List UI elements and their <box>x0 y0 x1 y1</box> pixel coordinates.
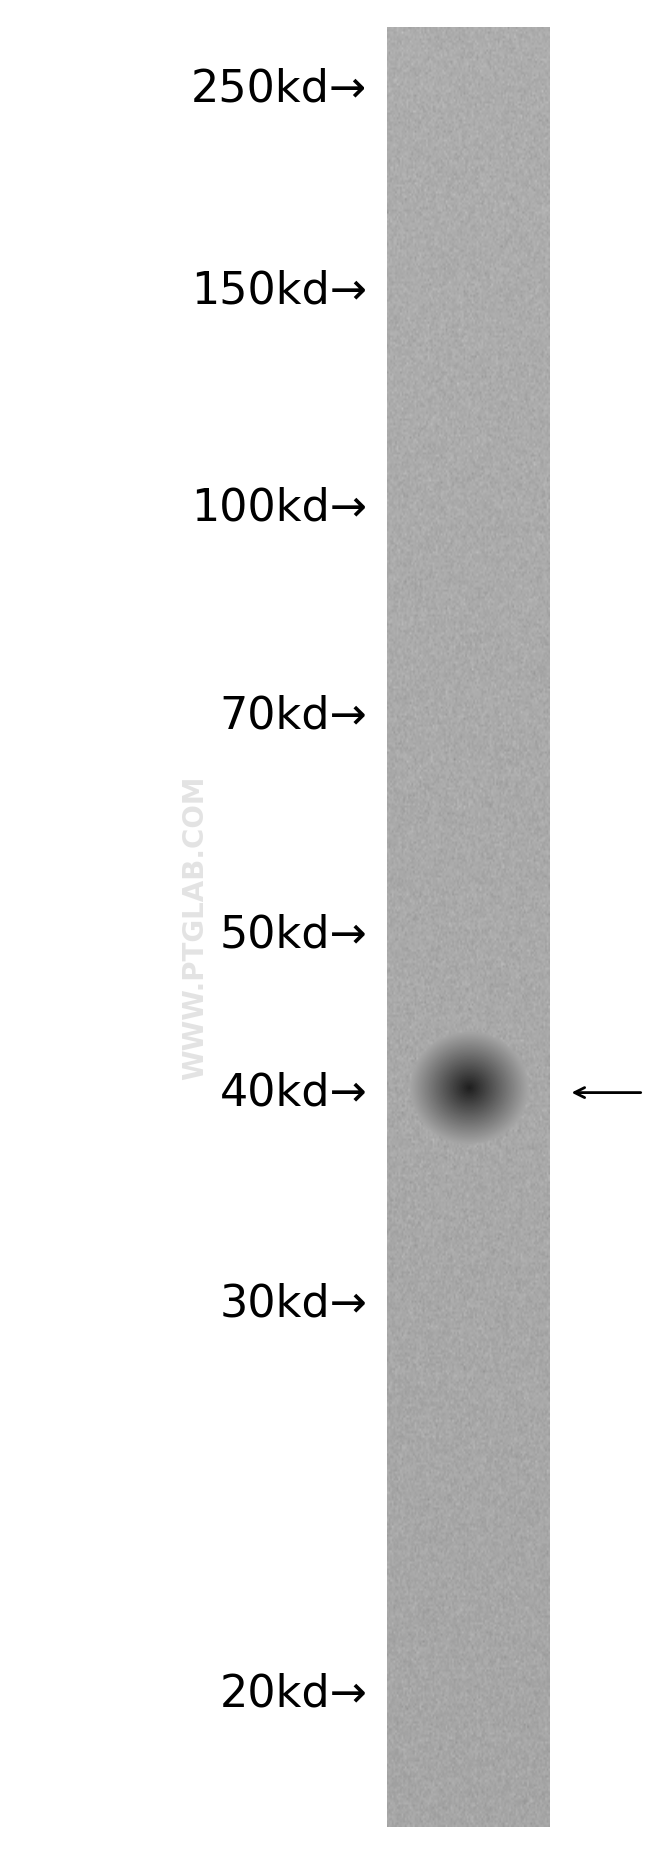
Text: 50kd→: 50kd→ <box>220 913 367 957</box>
Text: 20kd→: 20kd→ <box>219 1671 367 1716</box>
Text: 250kd→: 250kd→ <box>191 67 367 111</box>
Text: 70kd→: 70kd→ <box>220 694 367 738</box>
Text: 100kd→: 100kd→ <box>191 486 367 531</box>
Text: 30kd→: 30kd→ <box>219 1282 367 1326</box>
Text: 40kd→: 40kd→ <box>220 1070 367 1115</box>
Text: 150kd→: 150kd→ <box>191 269 367 313</box>
Text: WWW.PTGLAB.COM: WWW.PTGLAB.COM <box>181 775 209 1080</box>
